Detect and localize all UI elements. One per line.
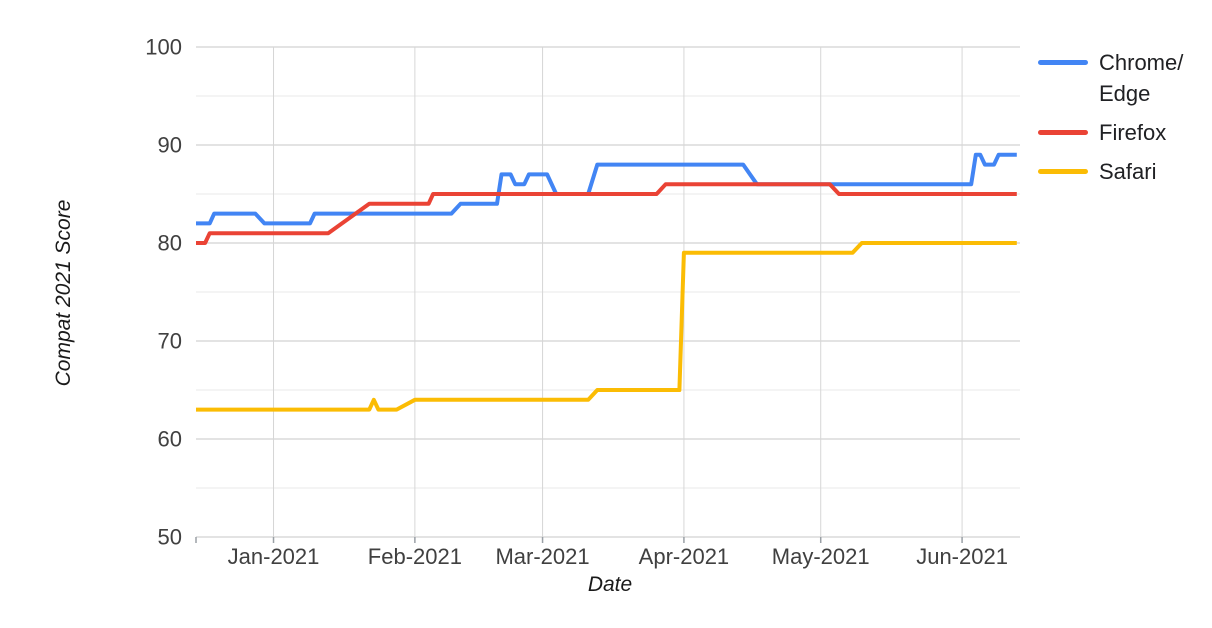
y-tick-label: 50	[158, 525, 182, 550]
y-tick-label: 80	[158, 231, 182, 256]
series-line-chrome-edge	[196, 152, 1017, 226]
x-tick-label: Jun-2021	[916, 544, 1008, 569]
series-line-safari	[196, 241, 1017, 412]
y-tick-label: 70	[158, 329, 182, 354]
legend-swatch-chrome-edge	[1038, 60, 1088, 65]
y-tick-label: 100	[145, 35, 182, 60]
y-tick-label: 90	[158, 133, 182, 158]
legend-item-safari: Safari	[1038, 156, 1183, 187]
x-tick-label: Feb-2021	[368, 544, 462, 569]
legend-item-chrome-edge: Chrome/Edge	[1038, 47, 1183, 109]
x-tick-label: May-2021	[772, 544, 870, 569]
series-line-firefox	[196, 182, 1017, 245]
legend-label-firefox: Firefox	[1099, 120, 1167, 145]
x-tick-label: Jan-2021	[228, 544, 320, 569]
legend-label-safari: Safari	[1099, 159, 1157, 184]
x-tick-label: Apr-2021	[639, 544, 730, 569]
legend-swatch-safari	[1038, 169, 1088, 174]
legend: Chrome/Edge Firefox Safari	[1038, 47, 1183, 187]
y-tick-label: 60	[158, 427, 182, 452]
y-axis-title: Compat 2021 Score	[52, 199, 75, 387]
x-tick-label: Mar-2021	[495, 544, 589, 569]
legend-item-firefox: Firefox	[1038, 117, 1183, 148]
legend-label-chrome-edge: Chrome/Edge	[1099, 50, 1184, 106]
x-axis-title: Date	[587, 573, 633, 596]
legend-swatch-firefox	[1038, 130, 1088, 135]
